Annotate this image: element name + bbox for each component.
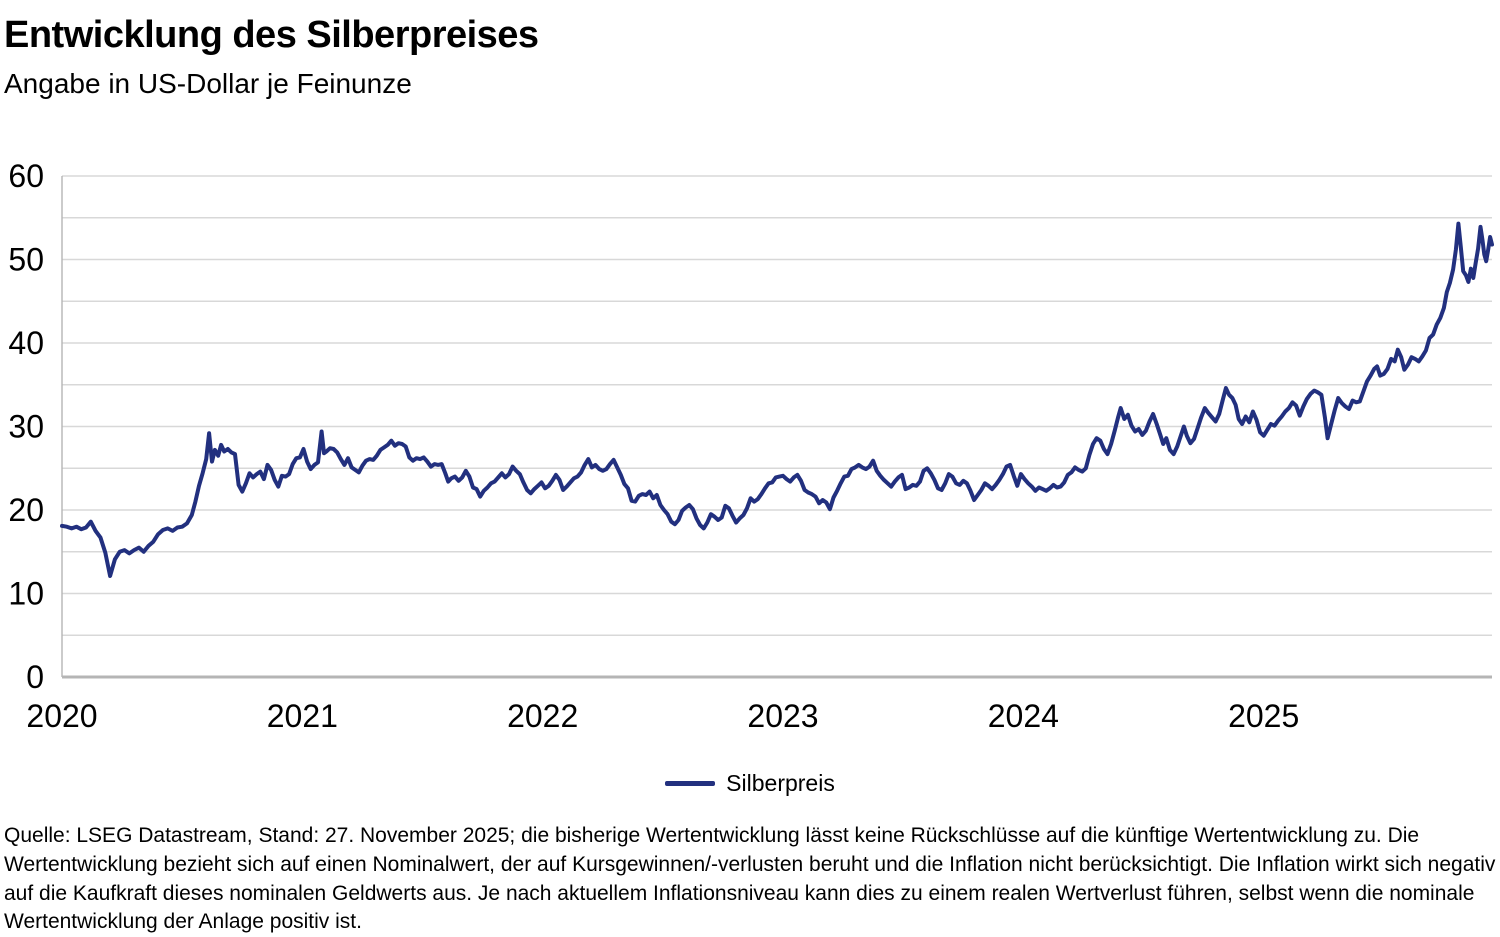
x-axis-label: 2023 <box>747 698 818 734</box>
y-axis-label: 20 <box>8 492 44 528</box>
legend-line-swatch <box>665 780 716 786</box>
y-axis-label: 10 <box>8 576 44 612</box>
y-axis-label: 50 <box>8 242 44 278</box>
source-note: Quelle: LSEG Datastream, Stand: 27. Nove… <box>4 824 1496 934</box>
x-axis-label: 2022 <box>507 698 578 734</box>
y-axis-label: 30 <box>8 409 44 445</box>
legend: Silberpreis <box>0 768 1500 798</box>
chart-subtitle: Angabe in US-Dollar je Feinunze <box>4 68 412 99</box>
x-axis-label: 2020 <box>26 698 97 734</box>
y-axis-label: 60 <box>8 158 44 194</box>
legend-label: Silberpreis <box>726 769 835 796</box>
x-axis-label: 2025 <box>1228 698 1299 734</box>
y-axis-label: 0 <box>26 659 44 695</box>
y-axis-label: 40 <box>8 325 44 361</box>
x-axis-label: 2024 <box>988 698 1059 734</box>
x-axis-label: 2021 <box>267 698 338 734</box>
chart-title: Entwicklung des Silberpreises <box>4 14 539 56</box>
silver-price-chart: 0 10 20 30 40 50 60 2020 2021 2022 2023 2024 2025 <box>8 158 1494 734</box>
page: { "header": { "title": "Entwicklung des … <box>0 14 1500 934</box>
price-line <box>60 221 1494 578</box>
